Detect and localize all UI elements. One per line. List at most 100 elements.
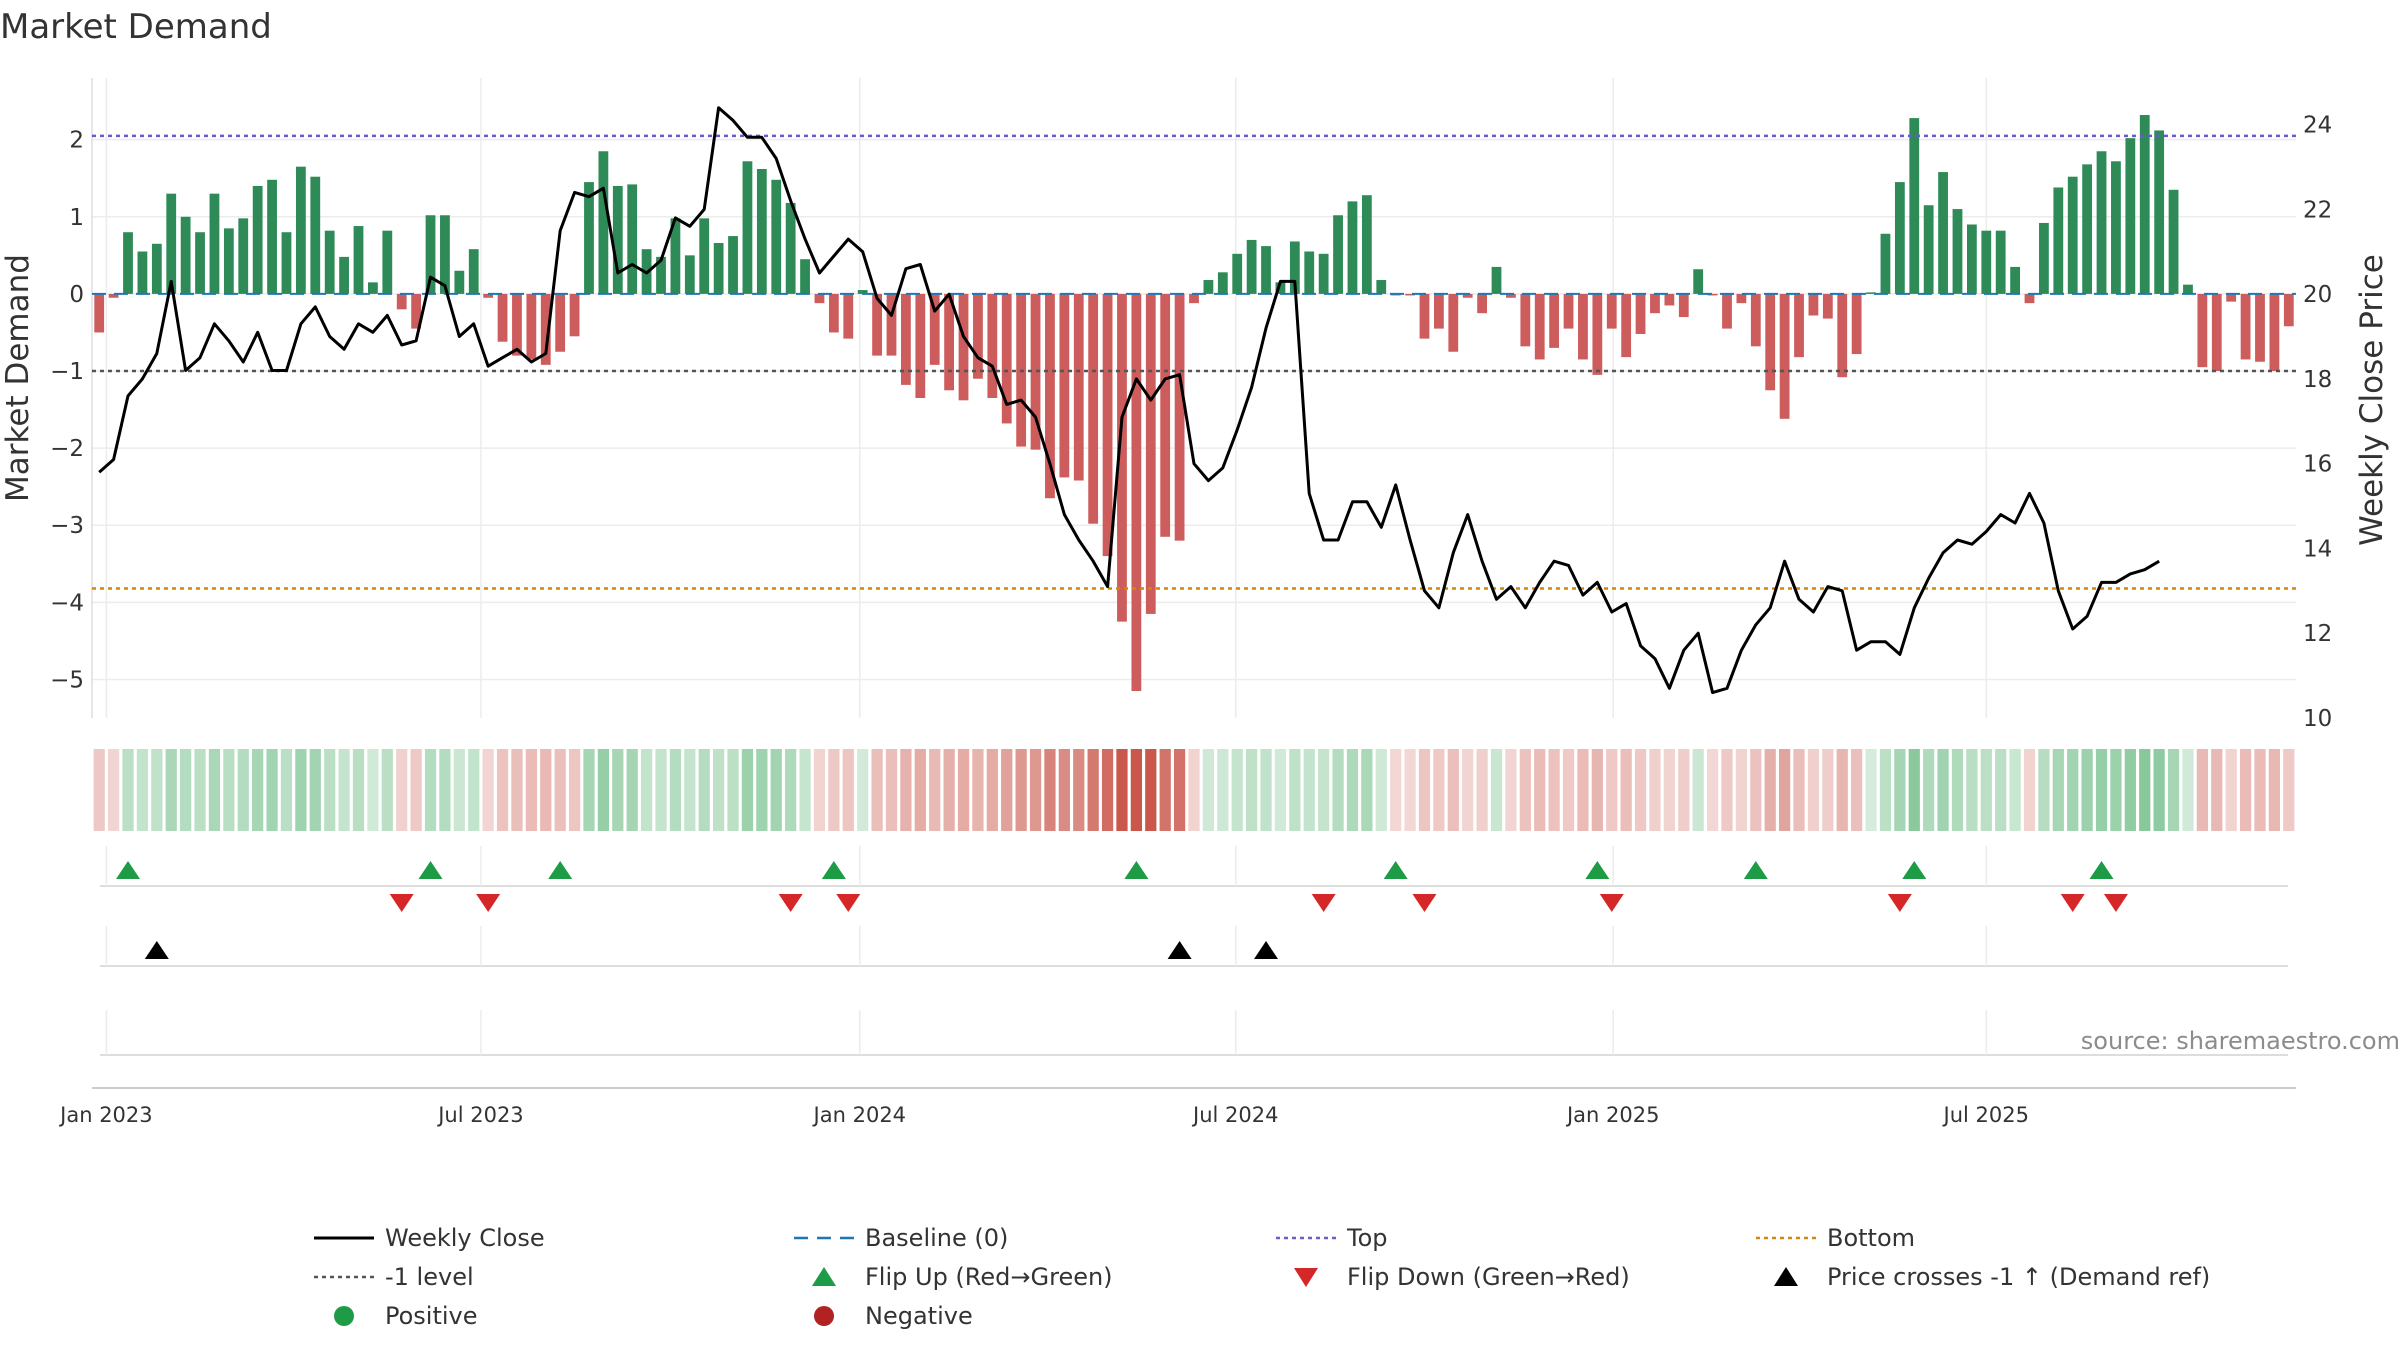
demand-bar bbox=[1966, 224, 1977, 294]
demand-bar bbox=[1001, 293, 1012, 424]
heat-cell bbox=[986, 749, 998, 831]
demand-bar bbox=[929, 293, 940, 365]
heat-cell bbox=[929, 749, 941, 831]
demand-bar bbox=[1117, 293, 1127, 622]
demand-bar bbox=[483, 293, 494, 298]
demand-bar bbox=[1318, 253, 1329, 294]
flip-down-marker bbox=[1412, 894, 1437, 912]
heat-cell bbox=[612, 749, 624, 831]
legend-item: Positive bbox=[334, 1302, 478, 1330]
heat-cell bbox=[1346, 749, 1359, 831]
demand-bar bbox=[137, 251, 148, 294]
heat-cell bbox=[1159, 749, 1171, 831]
heat-cell bbox=[1591, 749, 1603, 831]
heat-cell bbox=[1807, 749, 1820, 831]
heat-cell bbox=[698, 749, 710, 831]
heat-cell bbox=[1087, 749, 1099, 831]
heat-cell bbox=[2182, 749, 2194, 831]
heat-cell bbox=[655, 749, 667, 831]
heat-cell bbox=[1620, 749, 1632, 831]
demand-bar bbox=[1045, 293, 1055, 499]
demand-bar bbox=[973, 293, 983, 379]
heat-cell bbox=[2153, 749, 2165, 831]
demand-bar bbox=[1909, 118, 1920, 294]
heat-cell bbox=[727, 749, 739, 831]
heat-cell bbox=[1361, 749, 1373, 831]
heat-cell bbox=[1649, 749, 1661, 831]
x-axis: Jan 2023 Jul 2023 Jan 2024 Jul 2024 Jan 2025… bbox=[58, 1087, 2296, 1127]
heat-cell bbox=[842, 749, 854, 831]
demand-bar bbox=[2139, 115, 2150, 294]
heat-cell bbox=[2225, 749, 2237, 831]
heat-cell bbox=[237, 749, 249, 831]
heat-cell bbox=[741, 749, 754, 831]
heat-cell bbox=[2124, 749, 2136, 831]
heat-cell bbox=[381, 749, 393, 831]
y-tick-right: 16 bbox=[2303, 452, 2332, 478]
demand-bar bbox=[598, 151, 609, 294]
heat-cell bbox=[1490, 749, 1503, 831]
heat-cell bbox=[1764, 749, 1776, 831]
chart-title: Market Demand bbox=[0, 7, 272, 47]
heat-cell bbox=[93, 749, 105, 831]
demand-bar bbox=[209, 193, 220, 294]
demand-bar bbox=[1549, 293, 1560, 348]
heat-cell bbox=[568, 749, 581, 831]
demand-bar bbox=[1160, 293, 1171, 537]
demand-bar bbox=[699, 218, 710, 294]
demand-bar bbox=[1232, 253, 1243, 294]
heat-cell bbox=[1173, 749, 1186, 831]
demand-heat-strip bbox=[93, 749, 2295, 831]
demand-bar bbox=[2053, 187, 2064, 294]
heat-cell bbox=[1851, 749, 1863, 831]
heat-cell bbox=[770, 749, 782, 831]
demand-bar bbox=[1664, 293, 1675, 306]
heat-cell bbox=[1678, 749, 1690, 831]
demand-bar bbox=[771, 179, 782, 294]
heat-cell bbox=[1606, 749, 1618, 831]
heat-cell bbox=[1375, 749, 1387, 831]
demand-bar bbox=[1765, 293, 1776, 391]
heat-cell bbox=[252, 749, 264, 831]
demand-bar bbox=[195, 232, 205, 294]
x-tick-label: Jan 2024 bbox=[812, 1103, 907, 1127]
heat-cell bbox=[756, 749, 768, 831]
demand-bar bbox=[1462, 293, 1473, 298]
demand-bar bbox=[1592, 293, 1603, 375]
legend-swatch bbox=[1294, 1268, 1318, 1287]
heat-cell bbox=[396, 749, 408, 831]
heat-cell bbox=[1447, 749, 1459, 831]
demand-bar bbox=[2197, 293, 2208, 368]
flip-up-marker bbox=[116, 861, 141, 879]
heat-cell bbox=[424, 749, 437, 831]
demand-bar bbox=[2183, 284, 2193, 294]
demand-bar bbox=[828, 293, 839, 333]
demand-bar bbox=[728, 236, 738, 294]
heat-cell bbox=[2196, 749, 2208, 831]
demand-bar bbox=[1102, 293, 1113, 557]
demand-bar bbox=[1736, 293, 1747, 304]
heat-cell bbox=[482, 749, 494, 831]
heat-cell bbox=[2067, 749, 2079, 831]
demand-bar bbox=[742, 161, 753, 294]
heat-cell bbox=[857, 749, 869, 831]
demand-bar bbox=[180, 216, 191, 294]
demand-bar bbox=[1030, 293, 1041, 450]
y-tick-left: 1 bbox=[69, 205, 84, 231]
demand-bar bbox=[670, 218, 681, 294]
heat-cell bbox=[352, 749, 365, 831]
price-cross-marker bbox=[144, 941, 169, 959]
heat-cell bbox=[669, 749, 682, 831]
legend-label: Top bbox=[1346, 1224, 1388, 1252]
demand-bar bbox=[872, 293, 882, 356]
demand-bar bbox=[2168, 189, 2179, 294]
heat-cell bbox=[122, 749, 134, 831]
demand-bar bbox=[713, 243, 724, 294]
demand-bar bbox=[555, 293, 566, 352]
heat-cell bbox=[511, 749, 523, 831]
demand-bar bbox=[800, 259, 810, 294]
heat-cell bbox=[1908, 749, 1920, 831]
flip-down-marker bbox=[1887, 894, 1912, 912]
y-tick-right: 12 bbox=[2303, 621, 2332, 647]
demand-bar bbox=[1938, 172, 1948, 294]
